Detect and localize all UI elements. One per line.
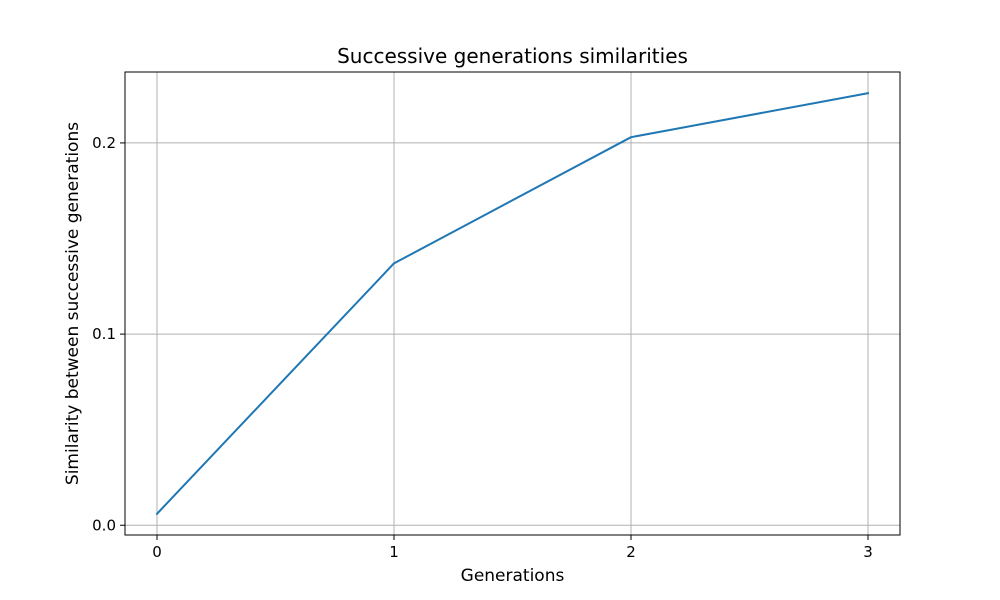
x-tick-label: 1 (389, 543, 399, 561)
y-tick-label: 0.2 (92, 134, 116, 152)
y-tick-label: 0.1 (92, 325, 116, 343)
x-axis-label: Generations (461, 566, 565, 586)
y-axis-label: Similarity between successive generation… (63, 122, 83, 485)
series-line (155, 92, 870, 516)
series-layer (155, 92, 870, 516)
axis-ticks: 0 1 2 3 0.0 0.1 0.2 (92, 134, 873, 561)
x-tick-label: 0 (152, 543, 162, 561)
x-tick-label: 3 (863, 543, 873, 561)
chart-title: Successive generations similarities (337, 44, 688, 68)
grid-lines (125, 72, 900, 535)
x-tick-label: 2 (626, 543, 636, 561)
y-tick-label: 0.0 (92, 516, 116, 534)
plot-frame (124, 71, 901, 536)
